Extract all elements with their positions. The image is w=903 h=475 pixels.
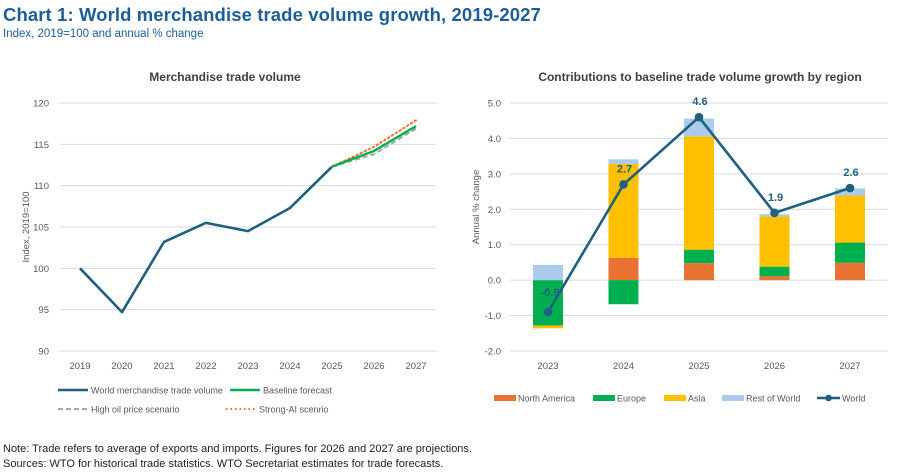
world-marker [543,307,553,317]
x-tick-label: 2027 [405,361,426,372]
y-tick-label: 3.0 [488,169,501,180]
legend-swatch [494,395,516,401]
bar-segment-asia [533,325,563,329]
world-data-label: 1.9 [768,192,783,204]
legend-marker-world [825,394,832,402]
y-tick-label: 2.0 [488,205,501,216]
x-tick-label: 2022 [195,361,216,372]
legend-swatch [593,395,615,401]
legend-label: North America [518,394,575,404]
series-line-baseline-forecast [331,125,417,168]
world-data-label: 2.7 [617,163,632,175]
world-data-label: -0.9 [541,287,560,299]
bar-segment-europe [608,280,639,305]
legend-label: Europe [617,394,646,404]
bar-segment-asia [608,163,639,258]
y-tick-label: 100 [33,264,49,275]
x-tick-label: 2020 [111,361,132,372]
series-line-high-oil-price-scenario [331,127,417,168]
series-line-world-merchandise-trade-volume [79,165,333,314]
world-data-label: 4.6 [692,96,707,108]
sources-note: Sources: WTO for historical trade statis… [3,458,444,470]
x-tick-label: 2025 [688,361,709,372]
legend-swatch [664,395,686,401]
legend-label: World [842,394,865,404]
world-marker [694,112,704,122]
series-line-strong-ai-scenrio [331,119,417,168]
legend-label: High oil price scenario [91,405,180,415]
legend-label: Strong-AI scenrio [259,405,329,415]
legend-label: Rest of World [746,394,800,404]
world-data-label: 2.6 [843,167,858,179]
bar-segment-asia [835,195,865,243]
y-axis-label: Annual % change [471,170,482,244]
y-tick-label: 110 [34,181,49,192]
bar-segment-europe [684,249,714,264]
world-marker [770,208,779,218]
x-tick-label: 2025 [321,361,342,372]
chart-title: Chart 1: World merchandise trade volume … [3,4,541,25]
bar-segment-asia [759,216,790,267]
y-tick-label: 95 [38,305,49,316]
legend-swatch [722,395,744,401]
y-tick-label: -2.0 [485,347,501,358]
x-tick-label: 2023 [537,361,558,372]
x-tick-label: 2024 [613,361,634,372]
world-marker [845,183,855,193]
chart-title-right: Contributions to baseline trade volume g… [538,70,861,84]
x-tick-label: 2026 [363,361,384,372]
y-tick-label: 1.0 [488,240,501,251]
bar-segment-europe [533,280,563,326]
x-tick-label: 2026 [764,361,785,372]
bar-segment-north-america [759,276,790,281]
world-marker [619,180,628,189]
y-tick-label: 115 [34,140,49,151]
y-tick-label: 0.0 [488,276,501,287]
x-tick-label: 2024 [279,361,300,372]
bar-segment-north-america [608,257,639,281]
x-tick-label: 2027 [839,361,860,372]
bar-chart-regional-contributions: Contributions to baseline trade volume g… [471,70,888,404]
y-tick-label: 90 [38,347,49,358]
bar-segment-europe [835,242,865,263]
bar-segment-rest-of-world [608,159,639,164]
line-chart-trade-volume: Merchandise trade volume 90 95 100 105 110 115… [21,70,436,415]
x-tick-label: 2021 [153,361,174,372]
y-tick-label: 105 [33,223,49,234]
legend-label: World merchandise trade volume [91,386,223,396]
chart-subtitle: Index, 2019=100 and annual % change [3,28,204,40]
y-tick-label: 5.0 [488,99,501,110]
bar-segment-asia [684,136,714,250]
x-tick-label: 2019 [69,361,90,372]
y-tick-label: 120 [33,99,49,110]
x-tick-label: 2023 [237,361,258,372]
bar-segment-north-america [835,262,865,281]
y-axis-label: Index, 2019=100 [21,191,32,262]
y-tick-label: -1.0 [485,311,501,322]
bar-segment-rest-of-world [533,264,563,281]
legend-label: Baseline forecast [263,386,333,396]
footnote: Note: Trade refers to average of exports… [3,443,472,455]
bar-segment-europe [759,266,790,277]
legend-label: Asia [688,394,706,404]
bar-segment-north-america [684,263,714,281]
y-tick-label: 4.0 [488,134,501,145]
chart-title-left: Merchandise trade volume [149,70,301,84]
